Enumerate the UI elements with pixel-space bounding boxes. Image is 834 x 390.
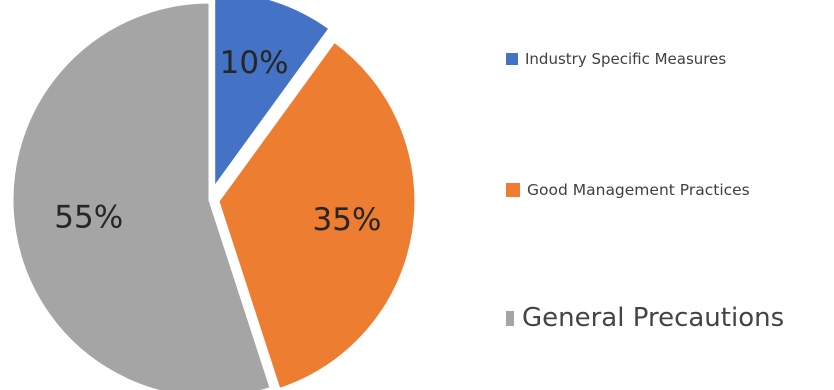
pie-slice-general-precautions[interactable] <box>10 0 274 390</box>
pie-value-label-industry-specific-measures: 10% <box>220 45 289 81</box>
legend-label: General Precautions <box>522 303 785 333</box>
pie-value-label-good-management-practices: 35% <box>313 202 382 238</box>
pie-value-label-general-precautions: 55% <box>54 200 123 236</box>
legend-item-good-management-practices[interactable]: Good Management Practices <box>506 181 750 199</box>
pie-slice-industry-specific-measures[interactable] <box>212 0 333 194</box>
pie-slice-good-management-practices[interactable] <box>216 38 418 390</box>
legend-swatch-blue <box>506 53 518 65</box>
legend-item-general-precautions[interactable]: General Precautions <box>506 303 784 333</box>
legend-swatch-gray <box>506 310 514 326</box>
pie-value-labels: 10% 35% 55% <box>54 45 381 238</box>
pie-slices <box>10 0 418 390</box>
legend-label: Industry Specific Measures <box>525 50 727 68</box>
legend-swatch-orange <box>506 183 520 197</box>
legend-item-industry-specific-measures[interactable]: Industry Specific Measures <box>506 50 726 68</box>
legend-label: Good Management Practices <box>527 181 750 199</box>
